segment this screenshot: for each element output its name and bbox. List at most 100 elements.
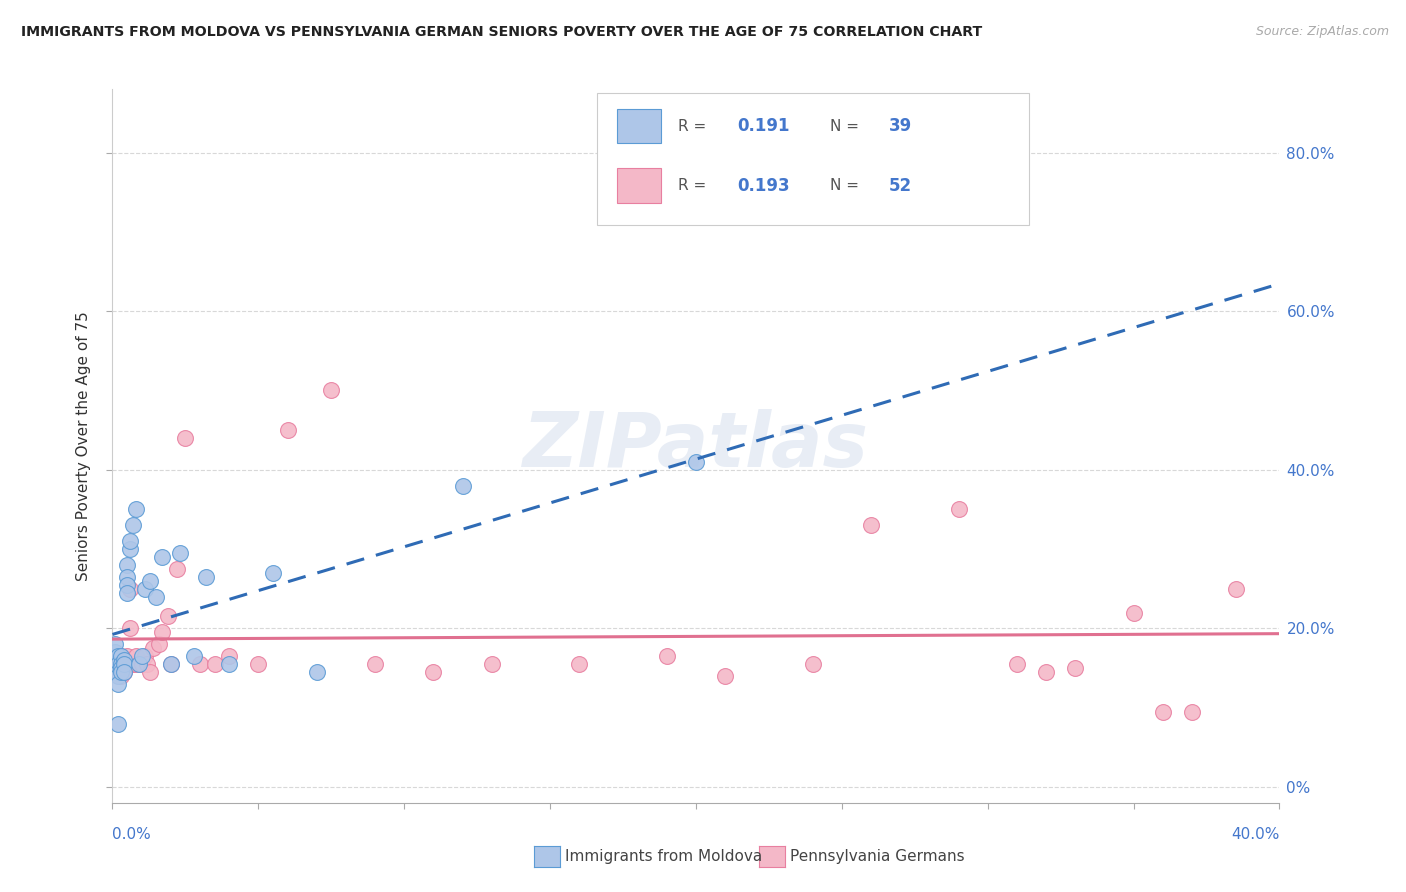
- Point: [107, 716, 129, 731]
- Point: [218, 657, 240, 671]
- Point: [218, 649, 240, 664]
- Point: [150, 625, 173, 640]
- Point: [110, 649, 132, 664]
- Point: [136, 657, 159, 671]
- Point: [174, 431, 197, 445]
- Point: [118, 582, 141, 596]
- Text: 52: 52: [889, 177, 911, 194]
- Point: [160, 657, 183, 671]
- Point: [481, 657, 503, 671]
- Point: [107, 657, 129, 671]
- Point: [112, 665, 135, 679]
- Text: 0.0%: 0.0%: [112, 827, 152, 841]
- Text: Pennsylvania Germans: Pennsylvania Germans: [790, 849, 965, 863]
- Point: [655, 649, 678, 664]
- Point: [107, 653, 129, 667]
- Point: [115, 558, 138, 572]
- Point: [107, 677, 129, 691]
- Point: [194, 570, 217, 584]
- Point: [204, 657, 226, 671]
- Point: [142, 641, 165, 656]
- Point: [107, 665, 129, 679]
- Point: [131, 649, 153, 664]
- Bar: [617, 109, 661, 144]
- Point: [118, 621, 141, 635]
- Point: [1122, 606, 1144, 620]
- Text: ZIPatlas: ZIPatlas: [523, 409, 869, 483]
- Point: [150, 549, 173, 564]
- Text: N =: N =: [830, 178, 865, 193]
- Point: [1064, 661, 1087, 675]
- Point: [115, 570, 138, 584]
- Text: 39: 39: [889, 118, 911, 136]
- Point: [110, 657, 132, 671]
- Point: [125, 502, 148, 516]
- Point: [112, 653, 135, 667]
- Point: [262, 566, 284, 580]
- Point: [128, 657, 150, 671]
- Text: 40.0%: 40.0%: [1232, 827, 1279, 841]
- Y-axis label: Seniors Poverty Over the Age of 75: Seniors Poverty Over the Age of 75: [76, 311, 91, 581]
- Point: [115, 657, 138, 671]
- Point: [118, 542, 141, 557]
- Text: R =: R =: [679, 119, 711, 134]
- Text: 0.193: 0.193: [737, 177, 789, 194]
- Point: [112, 657, 135, 671]
- Point: [948, 502, 970, 516]
- Point: [1152, 705, 1174, 719]
- Point: [131, 657, 153, 671]
- Point: [122, 657, 145, 671]
- Point: [276, 423, 298, 437]
- Point: [128, 657, 150, 671]
- Point: [183, 649, 205, 664]
- Point: [859, 518, 883, 533]
- Point: [115, 585, 138, 599]
- Point: [568, 657, 591, 671]
- Point: [125, 657, 148, 671]
- FancyBboxPatch shape: [596, 93, 1029, 225]
- Point: [134, 649, 156, 664]
- Point: [112, 665, 135, 679]
- Point: [1181, 705, 1204, 719]
- Point: [104, 657, 127, 671]
- Point: [110, 661, 132, 675]
- Text: 0.191: 0.191: [737, 118, 789, 136]
- Point: [112, 657, 135, 671]
- Text: R =: R =: [679, 178, 711, 193]
- Point: [422, 665, 444, 679]
- Point: [104, 645, 127, 659]
- Point: [188, 657, 211, 671]
- Point: [110, 649, 132, 664]
- Point: [125, 649, 148, 664]
- Bar: [617, 169, 661, 202]
- Text: Source: ZipAtlas.com: Source: ZipAtlas.com: [1256, 25, 1389, 38]
- Point: [145, 590, 167, 604]
- Point: [104, 665, 127, 679]
- Point: [166, 562, 188, 576]
- Point: [148, 637, 170, 651]
- Point: [104, 637, 127, 651]
- Point: [107, 661, 129, 675]
- Point: [115, 649, 138, 664]
- Point: [115, 657, 138, 671]
- Point: [110, 657, 132, 671]
- Point: [1225, 582, 1247, 596]
- Point: [305, 665, 328, 679]
- Point: [134, 582, 156, 596]
- Text: Immigrants from Moldova: Immigrants from Moldova: [565, 849, 762, 863]
- Point: [139, 574, 162, 588]
- Point: [321, 384, 343, 398]
- Point: [1005, 657, 1028, 671]
- Point: [107, 669, 129, 683]
- Point: [104, 657, 127, 671]
- Point: [156, 609, 179, 624]
- Point: [714, 669, 737, 683]
- Point: [139, 665, 162, 679]
- Point: [122, 657, 145, 671]
- Point: [247, 657, 270, 671]
- Point: [107, 649, 129, 664]
- Text: N =: N =: [830, 119, 865, 134]
- Point: [110, 665, 132, 679]
- Point: [451, 478, 474, 492]
- Point: [801, 657, 824, 671]
